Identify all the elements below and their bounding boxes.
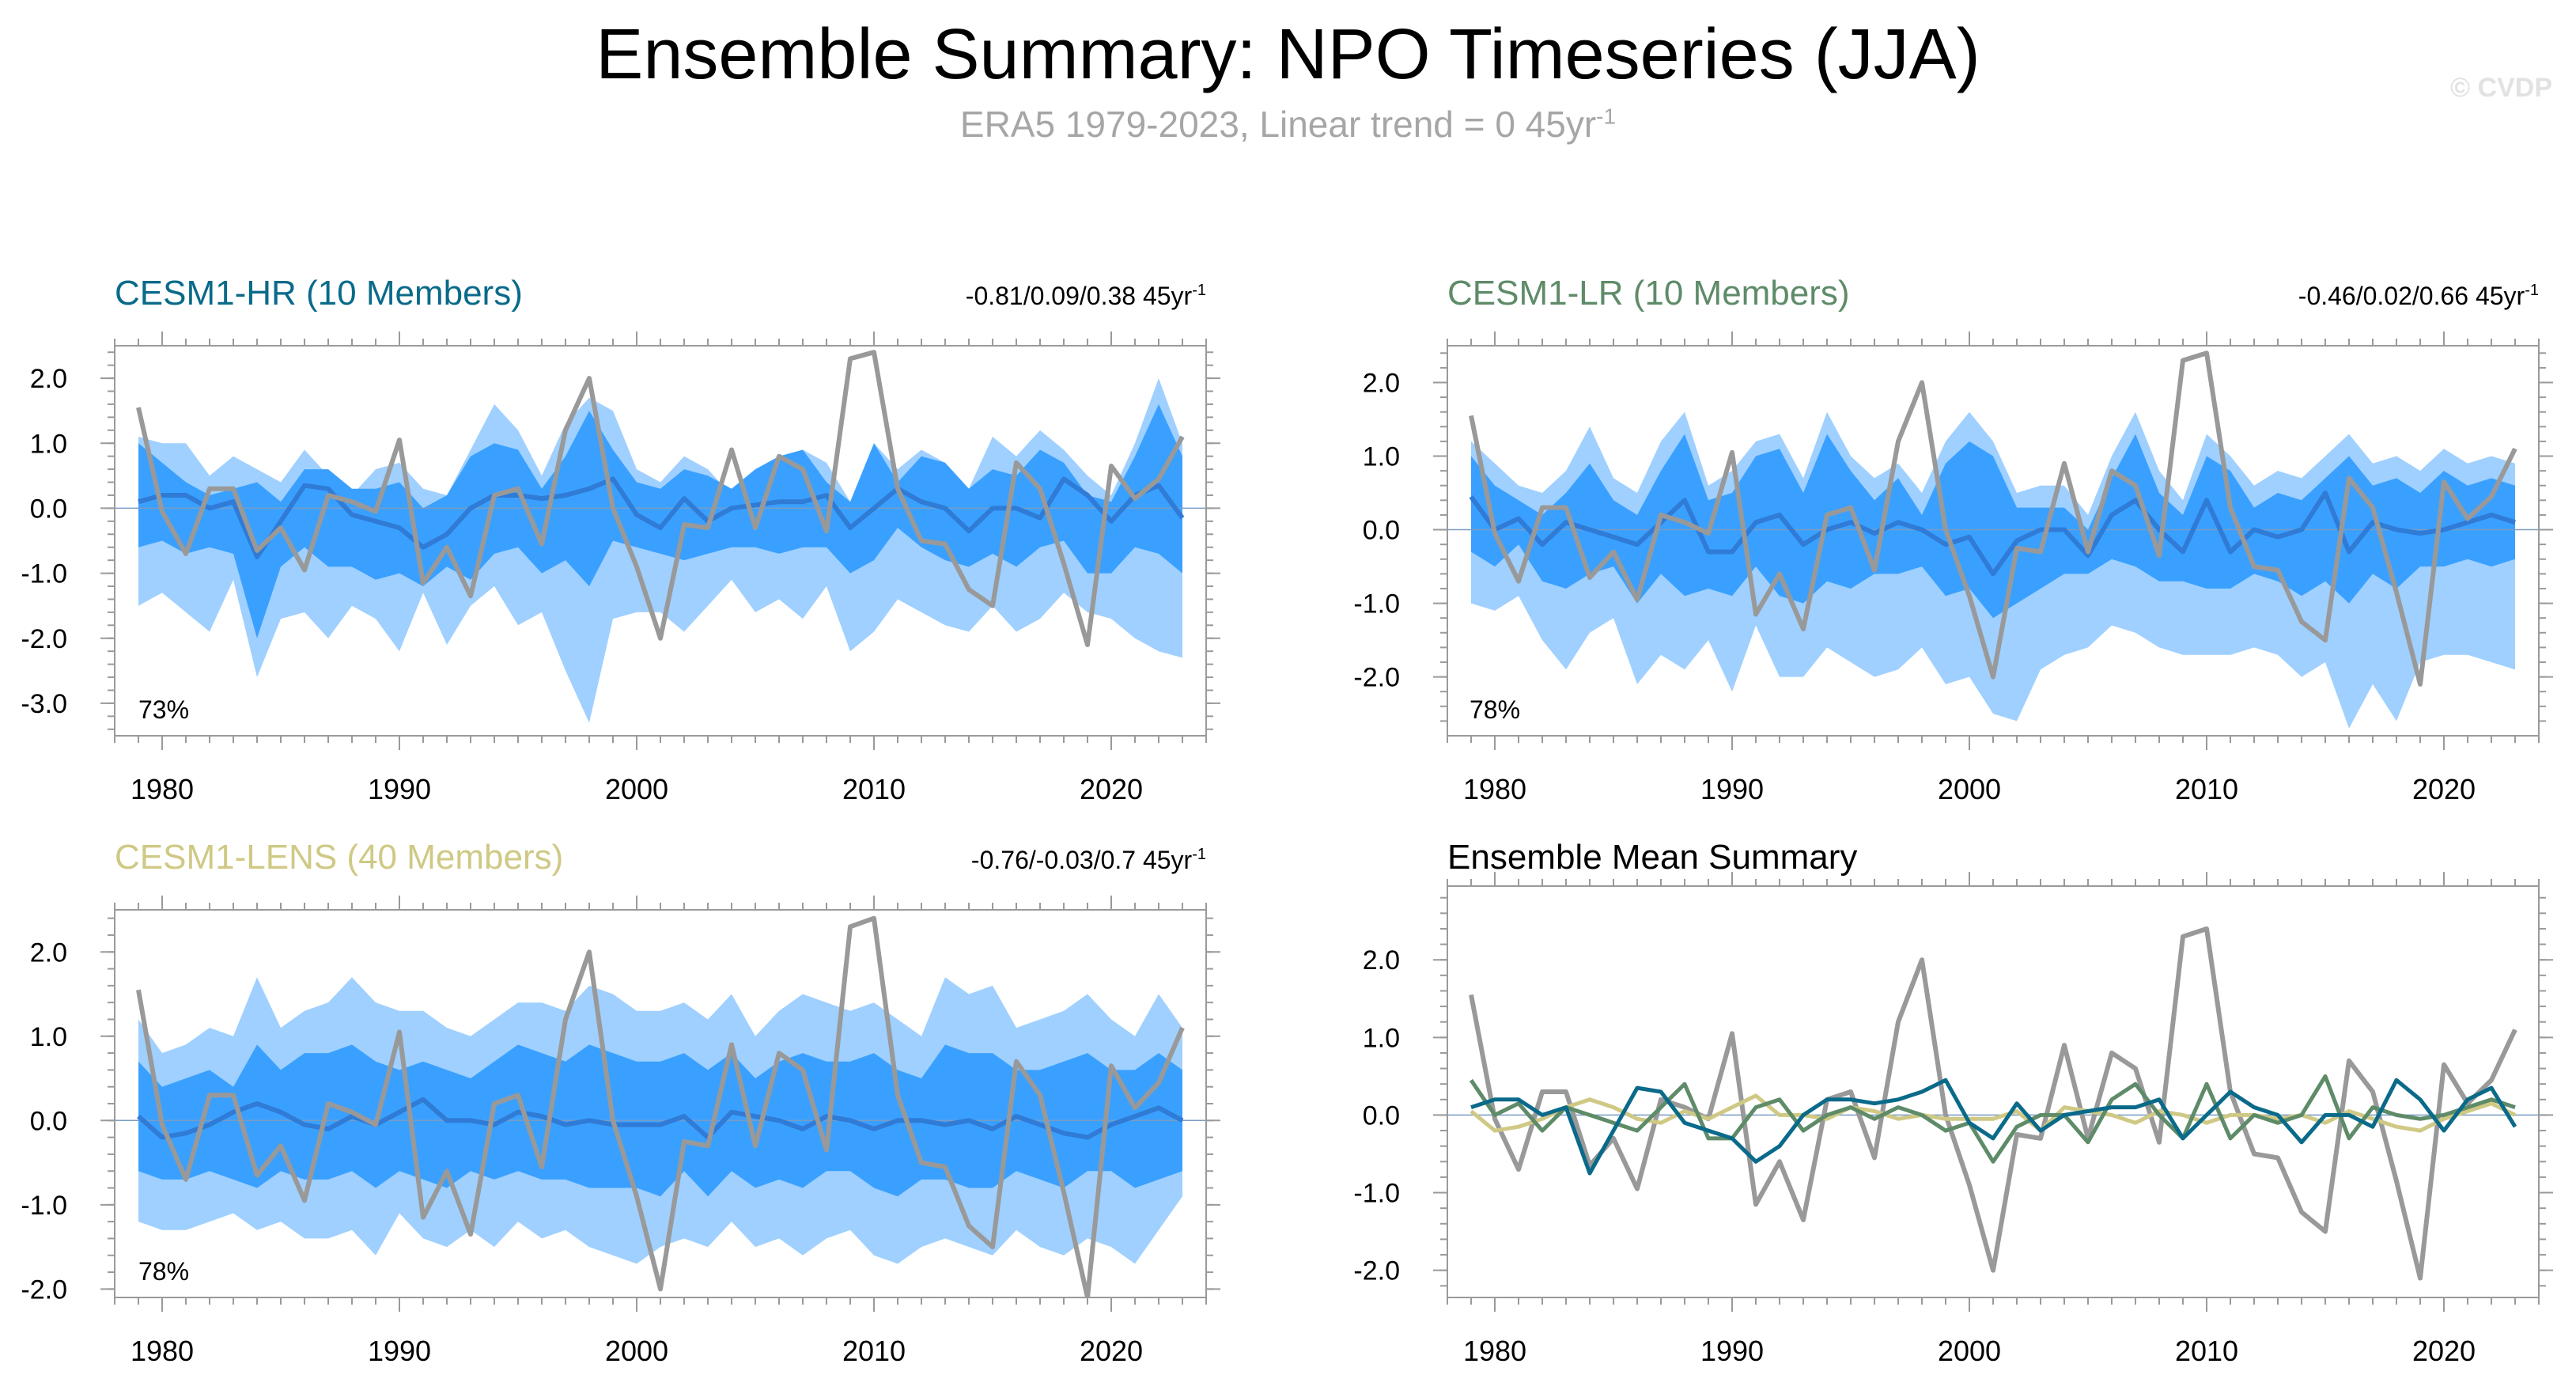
subtitle-text: ERA5 1979-2023, Linear trend = 0 45yr bbox=[959, 104, 1597, 145]
y-tick-label: 0.0 bbox=[1363, 516, 1400, 546]
panel-title: CESM1-HR (10 Members) bbox=[115, 274, 523, 313]
trend-label-text: -0.46/0.02/0.66 45yr bbox=[2298, 282, 2525, 310]
percent-label: 78% bbox=[138, 1257, 189, 1286]
chart-panel-1: CESM1-HR (10 Members) -0.81/0.09/0.38 45y… bbox=[21, 274, 1220, 805]
observed-line bbox=[136, 350, 1185, 647]
x-tick-label: 1980 bbox=[131, 1335, 194, 1367]
subtitle-exponent: -1 bbox=[1596, 104, 1617, 129]
y-tick-label: 2.0 bbox=[30, 938, 67, 968]
panel-title: CESM1-LR (10 Members) bbox=[1447, 274, 1850, 313]
y-tick-label: 1.0 bbox=[30, 429, 67, 459]
x-tick-label: 1980 bbox=[1463, 773, 1526, 805]
y-tick-label: 0.0 bbox=[30, 494, 67, 524]
x-tick-label: 1980 bbox=[131, 773, 194, 805]
trend-label-text: -0.76/-0.03/0.7 45yr bbox=[971, 846, 1193, 874]
y-tick-label: 1.0 bbox=[1363, 1023, 1400, 1053]
y-tick-label: -3.0 bbox=[21, 689, 67, 719]
x-tick-label: 1980 bbox=[1463, 1335, 1526, 1367]
y-tick-label: -2.0 bbox=[21, 1275, 67, 1305]
inner-spread-band bbox=[1471, 434, 2515, 619]
x-tick-label: 1990 bbox=[1700, 1335, 1764, 1367]
plot-area bbox=[115, 350, 1206, 723]
trend-label-exponent: -1 bbox=[1192, 282, 1206, 299]
page-title: Ensemble Summary: NPO Timeseries (JJA) bbox=[596, 15, 1980, 94]
x-tick-label: 2000 bbox=[605, 773, 668, 805]
page-subtitle: ERA5 1979-2023, Linear trend = 0 45yr-1 bbox=[0, 103, 2576, 146]
chart-panel-4: Ensemble Mean Summary 2.0 1.0 0.0 -1.0 -2.0 19… bbox=[1353, 838, 2553, 1367]
panel-title: CESM1-LENS (40 Members) bbox=[115, 838, 563, 877]
x-tick-label: 2010 bbox=[2175, 773, 2238, 805]
observed-line bbox=[1469, 350, 2517, 687]
plot-area bbox=[1447, 926, 2539, 1281]
trend-label: -0.46/0.02/0.66 45yr-1 bbox=[2298, 282, 2539, 310]
x-tick-label: 2010 bbox=[842, 1335, 906, 1367]
y-tick-label: -2.0 bbox=[1353, 663, 1400, 693]
y-tick-label: -1.0 bbox=[1353, 1179, 1400, 1209]
cesm1-lr-line bbox=[1469, 1074, 2516, 1164]
cesm1-hr-line bbox=[1470, 1078, 2517, 1176]
y-tick-label: -2.0 bbox=[1353, 1256, 1400, 1286]
panel-title: Ensemble Mean Summary bbox=[1447, 838, 1857, 877]
y-tick-label: 0.0 bbox=[1363, 1100, 1400, 1131]
x-tick-label: 2020 bbox=[2412, 1335, 2476, 1367]
x-tick-label: 2020 bbox=[1080, 773, 1143, 805]
chart-panel-2: CESM1-LR (10 Members) -0.46/0.02/0.66 45y… bbox=[1353, 274, 2553, 805]
y-tick-label: 1.0 bbox=[30, 1022, 67, 1052]
plot-area bbox=[1447, 350, 2539, 729]
observed-line bbox=[136, 915, 1185, 1297]
copyright-mark: © CVDP bbox=[2450, 73, 2552, 103]
trend-label-exponent: -1 bbox=[2525, 282, 2539, 299]
y-tick-label: 2.0 bbox=[1363, 369, 1400, 399]
x-tick-label: 1990 bbox=[368, 1335, 431, 1367]
trend-label-text: -0.81/0.09/0.38 45yr bbox=[966, 282, 1193, 310]
x-tick-label: 2020 bbox=[1080, 1335, 1143, 1367]
y-tick-label: 0.0 bbox=[30, 1106, 67, 1136]
plot-area bbox=[115, 915, 1206, 1297]
y-tick-label: -1.0 bbox=[1353, 589, 1400, 619]
percent-label: 78% bbox=[1470, 695, 1520, 724]
x-tick-label: 1990 bbox=[368, 773, 431, 805]
y-tick-label: -1.0 bbox=[21, 559, 67, 589]
trend-label: -0.81/0.09/0.38 45yr-1 bbox=[966, 282, 1206, 310]
y-tick-label: 2.0 bbox=[1363, 945, 1400, 975]
x-tick-label: 2020 bbox=[2412, 773, 2476, 805]
trend-label-exponent: -1 bbox=[1192, 846, 1206, 863]
y-tick-label: -2.0 bbox=[21, 624, 67, 654]
y-tick-label: 2.0 bbox=[30, 364, 67, 394]
x-tick-label: 2010 bbox=[2175, 1335, 2238, 1367]
y-tick-label: -1.0 bbox=[21, 1191, 67, 1221]
trend-label: -0.76/-0.03/0.7 45yr-1 bbox=[971, 846, 1206, 874]
x-tick-label: 2000 bbox=[1938, 773, 2001, 805]
inner-spread-band bbox=[138, 403, 1182, 638]
x-tick-label: 1990 bbox=[1700, 773, 1764, 805]
percent-label: 73% bbox=[138, 695, 189, 724]
x-tick-label: 2000 bbox=[1938, 1335, 2001, 1367]
y-tick-label: 1.0 bbox=[1363, 442, 1400, 472]
x-tick-label: 2000 bbox=[605, 1335, 668, 1367]
chart-panel-3: CESM1-LENS (40 Members) -0.76/-0.03/0.7 4… bbox=[21, 838, 1220, 1367]
x-tick-label: 2010 bbox=[842, 773, 906, 805]
